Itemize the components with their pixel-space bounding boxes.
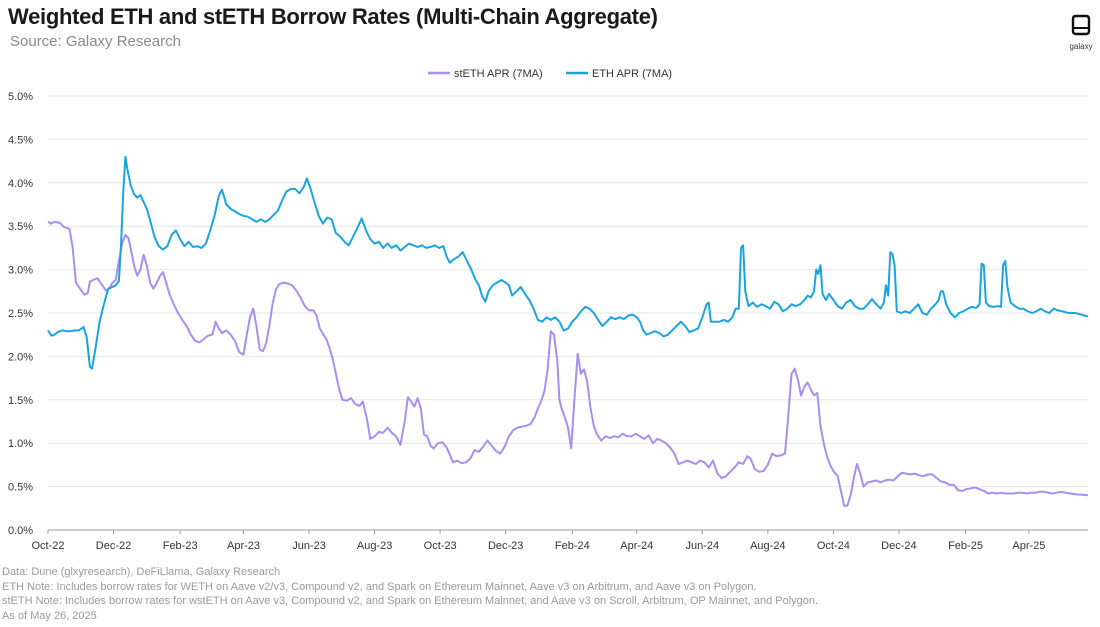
footnote-as-of-date: As of May 26, 2025 bbox=[2, 609, 97, 622]
galaxy-logo-icon bbox=[1071, 14, 1091, 36]
y-tick-label: 4.5% bbox=[8, 134, 33, 146]
series-lines bbox=[47, 155, 1089, 507]
footnotes: Data: Dune (glxyresearch), DeFiLlama, Ga… bbox=[2, 565, 818, 623]
chart-subtitle: Source: Galaxy Research bbox=[10, 33, 181, 50]
y-tick-label: 1.5% bbox=[8, 395, 33, 407]
x-tick-label: Dec-23 bbox=[488, 540, 523, 552]
x-tick-label: Feb-24 bbox=[555, 540, 590, 552]
footnote-steth-note: stETH Note: Includes borrow rates for ws… bbox=[2, 595, 819, 607]
x-tick-label: Dec-22 bbox=[96, 540, 131, 552]
y-tick-label: 2.5% bbox=[8, 308, 33, 320]
y-tick-label: 1.0% bbox=[8, 438, 33, 450]
y-tick-label: 0.0% bbox=[8, 525, 33, 537]
x-tick-label: Aug-24 bbox=[750, 540, 785, 552]
y-tick-label: 3.0% bbox=[8, 265, 33, 277]
x-tick-label: Apr-25 bbox=[1012, 540, 1045, 552]
chart-title: Weighted ETH and stETH Borrow Rates (Mul… bbox=[8, 4, 658, 29]
y-tick-label: 5.0% bbox=[8, 91, 33, 103]
x-tick-label: Apr-24 bbox=[620, 540, 653, 552]
legend: stETH APR (7MA) ETH APR (7MA) bbox=[428, 68, 672, 80]
footnote-eth-note: ETH Note: Includes borrow rates for WETH… bbox=[2, 580, 757, 593]
x-tick-label: Feb-25 bbox=[948, 540, 983, 552]
x-tick-label: Apr-23 bbox=[227, 540, 260, 552]
footnote-data-source: Data: Dune (glxyresearch), DeFiLlama, Ga… bbox=[2, 566, 281, 578]
y-tick-label: 0.5% bbox=[8, 482, 33, 494]
x-tick-label: Jun-23 bbox=[292, 540, 326, 552]
galaxy-logo: galaxy bbox=[1064, 14, 1098, 51]
galaxy-logo-text: galaxy bbox=[1069, 42, 1093, 51]
x-tick-label: Aug-23 bbox=[357, 540, 392, 552]
x-tick-label: Oct-23 bbox=[424, 540, 457, 552]
steth-apr-line bbox=[47, 220, 1089, 507]
legend-steth-label: stETH APR (7MA) bbox=[454, 68, 543, 80]
x-tick-label: Feb-23 bbox=[163, 540, 198, 552]
y-axis-ticks: 0.0% 0.5% 1.0% 1.5% 2.0% 2.5% 3.0% 3.5% 4.0% 4.5%… bbox=[8, 91, 33, 537]
x-axis-ticks: Oct-22 Dec-22 Feb-23 Apr-23 Jun-23 Aug-23 Oct-… bbox=[31, 530, 1045, 552]
x-tick-label: Oct-24 bbox=[817, 540, 850, 552]
x-tick-label: Oct-22 bbox=[31, 540, 64, 552]
y-tick-label: 3.5% bbox=[8, 221, 33, 233]
x-tick-label: Jun-24 bbox=[685, 540, 719, 552]
x-tick-label: Dec-24 bbox=[881, 540, 916, 552]
eth-apr-line bbox=[47, 155, 1089, 370]
y-tick-label: 2.0% bbox=[8, 351, 33, 363]
grid-lines bbox=[48, 95, 1088, 488]
y-tick-label: 4.0% bbox=[8, 178, 33, 190]
line-chart: 0.0% 0.5% 1.0% 1.5% 2.0% 2.5% 3.0% 3.5% 4.0% 4.5%… bbox=[8, 68, 1089, 552]
legend-eth-label: ETH APR (7MA) bbox=[592, 68, 672, 80]
